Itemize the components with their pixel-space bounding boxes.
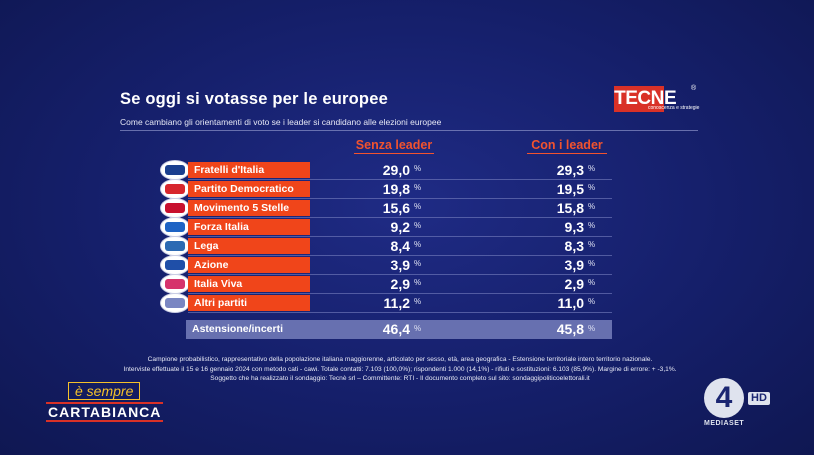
- party-name: Movimento 5 Stelle: [188, 200, 310, 216]
- party-name: Lega: [188, 238, 310, 254]
- abstention-bar: [186, 320, 612, 339]
- tecne-logo-box: TECN: [614, 86, 664, 112]
- party-name: Fratelli d'Italia: [188, 162, 310, 178]
- column-header-con: Con i leader: [527, 138, 607, 154]
- con-leader-unit: %: [588, 240, 596, 249]
- note-line: Soggetto che ha realizzato il sondaggio:…: [210, 375, 590, 382]
- row-divider: [188, 179, 612, 180]
- senza-leader-unit: %: [414, 240, 422, 249]
- senza-leader-unit: %: [414, 183, 422, 192]
- senza-leader-unit: %: [414, 202, 422, 211]
- row-divider: [188, 217, 612, 218]
- channel-number: 4: [704, 378, 744, 418]
- column-header-senza: Senza leader: [354, 138, 434, 154]
- con-leader-value: 3,9: [564, 257, 584, 273]
- abstention-senza-value: 46,4: [382, 321, 410, 337]
- tecne-logo-tagline: conoscenza e strategie: [648, 105, 700, 111]
- channel-name: MEDIASET: [704, 420, 745, 427]
- party-name: Forza Italia: [188, 219, 310, 235]
- table-row: Italia Viva 2,9% 2,9%: [160, 274, 600, 294]
- senza-leader-unit: %: [414, 164, 422, 173]
- party-logo-icon: [160, 274, 190, 294]
- senza-leader-unit: %: [414, 259, 422, 268]
- methodology-notes: Campione probabilistico, rappresentativo…: [100, 355, 700, 384]
- con-leader-value: 8,3: [564, 238, 584, 254]
- party-logo-icon: [160, 236, 190, 256]
- row-divider: [188, 274, 612, 275]
- page-title: Se oggi si votasse per le europee: [120, 90, 388, 108]
- table-row: Altri partiti 11,2% 11,0%: [160, 293, 600, 313]
- senza-leader-value: 9,2: [390, 219, 410, 235]
- con-leader-unit: %: [588, 297, 596, 306]
- party-name: Altri partiti: [188, 295, 310, 311]
- show-logo-line2: CARTABIANCA: [46, 402, 164, 422]
- abstention-con-unit: %: [588, 324, 596, 333]
- table-row: Movimento 5 Stelle 15,6% 15,8%: [160, 198, 600, 218]
- senza-leader-value: 19,8: [382, 181, 410, 197]
- table-row: Lega 8,4% 8,3%: [160, 236, 600, 256]
- table-row: Partito Democratico 19,8% 19,5%: [160, 179, 600, 199]
- senza-leader-value: 15,6: [382, 200, 410, 216]
- row-divider: [188, 236, 612, 237]
- senza-leader-value: 8,4: [390, 238, 410, 254]
- senza-leader-unit: %: [414, 297, 422, 306]
- con-leader-value: 19,5: [556, 181, 584, 197]
- con-leader-unit: %: [588, 259, 596, 268]
- row-divider: [188, 198, 612, 199]
- party-logo-icon: [160, 255, 190, 275]
- row-divider: [188, 293, 612, 294]
- senza-leader-value: 29,0: [382, 162, 410, 178]
- tecne-logo-reg: ®: [691, 85, 697, 92]
- party-logo-icon: [160, 293, 190, 313]
- senza-leader-unit: %: [414, 221, 422, 230]
- party-logo-icon: [160, 217, 190, 237]
- senza-leader-unit: %: [414, 278, 422, 287]
- con-leader-unit: %: [588, 221, 596, 230]
- header-divider: [120, 130, 698, 131]
- row-divider: [188, 312, 612, 313]
- note-line: Interviste effettuate il 15 e 16 gennaio…: [123, 365, 677, 373]
- column-header-con-label: Con i leader: [531, 138, 603, 152]
- tecne-logo: TECN E ® conoscenza e strategie: [614, 85, 700, 114]
- party-name: Azione: [188, 257, 310, 273]
- tecne-logo-letter: E: [664, 88, 677, 109]
- table-row: Forza Italia 9,2% 9,3%: [160, 217, 600, 237]
- con-leader-unit: %: [588, 278, 596, 287]
- con-leader-value: 15,8: [556, 200, 584, 216]
- con-leader-value: 2,9: [564, 276, 584, 292]
- channel-logo: 4 HD MEDIASET: [704, 378, 778, 438]
- table-row: Fratelli d'Italia 29,0% 29,3%: [160, 160, 600, 180]
- row-divider: [188, 255, 612, 256]
- party-logo-icon: [160, 198, 190, 218]
- con-leader-unit: %: [588, 183, 596, 192]
- show-logo-line1: è sempre: [68, 382, 141, 400]
- party-logo-icon: [160, 179, 190, 199]
- abstention-con-value: 45,8: [556, 321, 584, 337]
- con-leader-unit: %: [588, 202, 596, 211]
- senza-leader-value: 11,2: [383, 295, 410, 311]
- senza-leader-value: 2,9: [390, 276, 410, 292]
- con-leader-value: 9,3: [564, 219, 584, 235]
- senza-leader-value: 3,9: [390, 257, 410, 273]
- con-leader-value: 29,3: [556, 162, 584, 178]
- table-row: Azione 3,9% 3,9%: [160, 255, 600, 275]
- con-leader-unit: %: [588, 164, 596, 173]
- party-logo-icon: [160, 160, 190, 180]
- abstention-label: Astensione/incerti: [192, 323, 284, 335]
- note-line: Campione probabilistico, rappresentativo…: [147, 356, 653, 363]
- page-subtitle: Come cambiano gli orientamenti di voto s…: [120, 117, 442, 127]
- party-name: Partito Democratico: [188, 181, 310, 197]
- channel-hd-badge: HD: [748, 392, 770, 405]
- con-leader-value: 11,0: [557, 295, 584, 311]
- party-name: Italia Viva: [188, 276, 310, 292]
- abstention-senza-unit: %: [414, 324, 422, 333]
- column-header-senza-label: Senza leader: [355, 138, 433, 152]
